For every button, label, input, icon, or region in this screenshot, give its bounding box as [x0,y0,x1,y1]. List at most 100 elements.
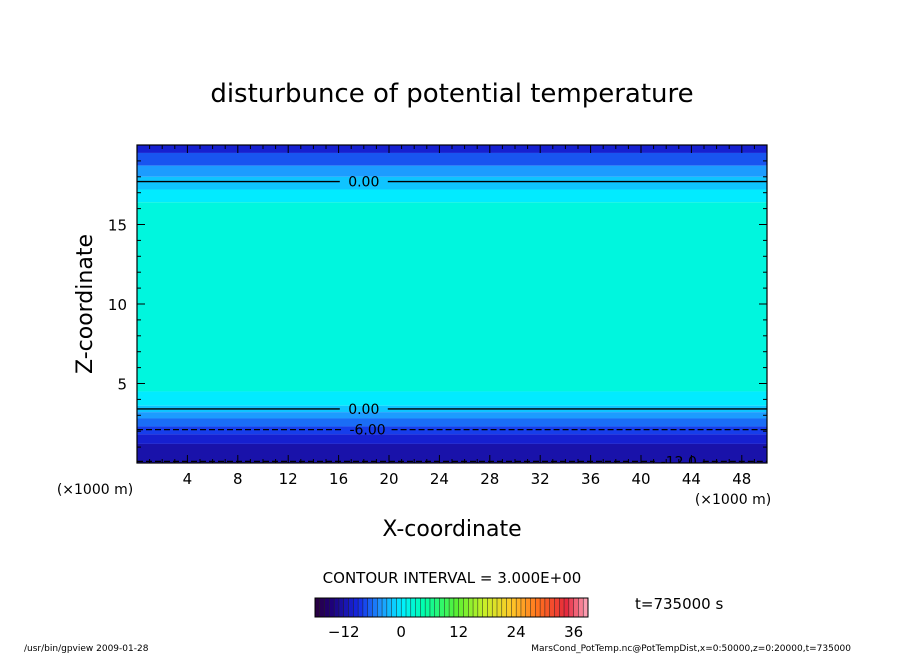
x-tick-label: 44 [682,470,701,488]
colorbar-cell [540,598,546,617]
colorbar-cell [549,598,555,617]
contour-interval: CONTOUR INTERVAL = 3.000E+00 [323,569,582,587]
colorbar-cell [406,598,412,617]
x-tick-label: 8 [233,470,243,488]
colorbar-cell [353,598,359,617]
x-tick-label: 28 [480,470,499,488]
colorbar-tick-label: −12 [328,623,360,641]
colorbar-cell [401,598,407,617]
colorbar-tick-label: 0 [396,623,406,641]
colorbar-cell [420,598,426,617]
colorbar-cell [453,598,459,617]
field-band [137,443,767,463]
colorbar-tick-labels: −12 0 12 24 36 [328,623,583,641]
y-tick-labels: 5 10 15 [108,217,127,394]
colorbar-tick-label: 36 [564,623,583,641]
footer-left: /usr/bin/gpview 2009-01-28 [24,644,149,654]
colorbar-cell [324,598,330,617]
axis-ticks [137,145,767,463]
colorbar-cell [367,598,373,617]
colorbar-cell [415,598,421,617]
field-band [137,434,767,444]
colorbar-cell [535,598,541,617]
time-label: t=735000 s [635,595,723,613]
field-band [137,189,767,203]
x-unit-left: (×1000 m) [57,482,133,498]
colorbar-cell [434,598,440,617]
colorbar-cell [377,598,383,617]
x-tick-labels: 4 8 12 16 20 24 28 32 36 40 44 48 [183,470,752,488]
colorbar-cell [554,598,560,617]
colorbar-cell [578,598,584,617]
x-tick-label: 48 [732,470,751,488]
contour-label: -6.00 [349,423,385,439]
field-band [137,202,767,392]
field-band [137,391,767,406]
colorbar-cell [458,598,464,617]
field-band [137,412,767,419]
colorbar-frame [314,597,589,618]
y-tick-label: 5 [117,376,127,394]
contour-label: 0.00 [348,402,379,418]
colorbar-cell [439,598,445,617]
colorbar-tick-label: 24 [507,623,526,641]
colorbar-cell [468,598,474,617]
x-unit-right: (×1000 m) [695,492,771,508]
x-tick-label: 32 [531,470,550,488]
colorbar-cell [425,598,431,617]
colorbar-cell [482,598,488,617]
colorbar-cell [315,598,321,617]
x-tick-label: 12 [279,470,298,488]
x-tick-label: 36 [581,470,600,488]
colorbar-cell [348,598,354,617]
field-band [137,418,767,427]
color-field [137,145,767,463]
y-tick-label: 15 [108,217,127,235]
colorbar-cell [362,598,368,617]
contour-label: -12.0 [661,454,697,470]
plot-area: 0.00 0.00 -6.00 -12.0 [136,144,768,470]
colorbar-cell [429,598,436,617]
colorbar-cell [358,598,364,617]
colorbar-cell [506,598,512,617]
colorbar-cell [573,598,579,617]
colorbar-cell [444,598,450,617]
colorbar-cell [477,598,483,617]
x-axis-label: X-coordinate [382,517,521,542]
x-tick-label: 16 [329,470,348,488]
colorbar [314,597,589,618]
colorbar-cell [473,598,479,617]
colorbar-cell [343,598,349,617]
field-band [137,426,767,435]
colorbar-cell [487,598,493,617]
field-band [137,176,767,190]
y-tick-label: 10 [108,296,127,314]
colorbar-cell [497,598,503,617]
colorbar-cell [410,598,416,617]
x-tick-label: 4 [183,470,193,488]
colorbar-cell [559,598,565,617]
colorbar-cell [516,598,522,617]
colorbar-cell [511,598,517,617]
footer-right: MarsCond_PotTemp.nc@PotTempDist,x=0:5000… [531,644,851,654]
colorbar-cell [463,598,469,617]
colorbar-cell [334,598,340,617]
colorbar-cell [530,598,536,617]
colorbar-cell [386,598,392,617]
colorbar-cell [391,598,397,617]
colorbar-cell [583,598,589,617]
colorbar-cell [525,598,531,617]
colorbar-cell [396,598,402,617]
field-band [137,165,767,177]
x-tick-label: 20 [379,470,398,488]
contour-lines: 0.00 0.00 -6.00 -12.0 [137,175,767,470]
colorbar-cell [564,598,570,617]
colorbar-tick-label: 12 [449,623,468,641]
y-axis-label: Z-coordinate [73,234,98,374]
colorbar-cell [319,598,325,617]
contour-label: 0.00 [348,175,379,191]
chart-title: disturbunce of potential temperature [210,79,693,109]
field-band [137,152,767,166]
x-tick-label: 24 [430,470,449,488]
